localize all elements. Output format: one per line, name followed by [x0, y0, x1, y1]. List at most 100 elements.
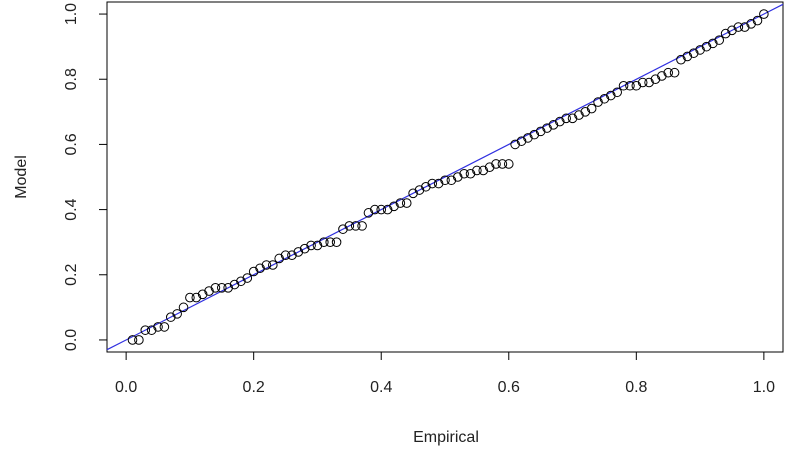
point	[325, 237, 336, 247]
point	[255, 263, 265, 274]
point	[363, 208, 374, 218]
point	[197, 289, 208, 300]
point	[516, 136, 527, 146]
point	[542, 123, 552, 133]
point	[395, 198, 406, 208]
point	[446, 175, 457, 186]
point	[146, 325, 157, 335]
point	[229, 279, 240, 290]
point	[548, 120, 559, 130]
point	[242, 273, 253, 283]
point	[459, 168, 469, 179]
point	[663, 67, 674, 78]
point	[529, 129, 540, 140]
point	[472, 165, 482, 176]
point	[440, 175, 450, 186]
point	[669, 67, 680, 78]
point	[637, 77, 648, 88]
point	[153, 322, 163, 332]
point	[695, 45, 705, 55]
point	[523, 133, 533, 143]
x-tick-label: 0.0	[115, 379, 137, 396]
point	[293, 247, 304, 257]
point	[127, 335, 138, 345]
point	[376, 204, 387, 215]
point	[433, 178, 444, 189]
y-tick-label: 0.4	[63, 198, 80, 220]
point	[618, 80, 629, 91]
point	[382, 204, 393, 215]
point	[567, 113, 578, 124]
point	[733, 22, 744, 32]
point	[350, 221, 361, 231]
point	[414, 185, 425, 195]
point	[554, 116, 565, 127]
point	[586, 103, 597, 114]
point	[497, 159, 508, 169]
point	[478, 165, 489, 176]
point	[650, 74, 661, 85]
point	[759, 9, 769, 19]
point	[574, 110, 584, 120]
point	[727, 25, 737, 36]
point	[357, 221, 367, 231]
point	[484, 162, 495, 173]
point	[299, 243, 310, 254]
point	[331, 237, 342, 247]
y-tick-label: 0.2	[63, 264, 80, 286]
point	[204, 286, 214, 296]
point	[593, 97, 603, 107]
y-tick-label: 0.8	[63, 68, 80, 90]
point	[370, 204, 380, 215]
point	[503, 159, 514, 169]
point	[676, 54, 686, 65]
reference-line	[106, 3, 784, 351]
point	[752, 15, 763, 26]
point	[657, 71, 667, 81]
point	[401, 198, 412, 208]
point	[701, 41, 712, 52]
point	[280, 250, 291, 261]
x-axis-label: Empirical	[413, 429, 479, 446]
y-tick-label: 0.6	[63, 133, 80, 155]
point	[510, 139, 520, 150]
point	[172, 309, 182, 319]
point	[682, 51, 693, 62]
point	[421, 181, 431, 192]
point	[268, 260, 278, 270]
y-tick-label: 0.0	[63, 329, 80, 351]
point	[140, 325, 151, 335]
point	[191, 292, 202, 303]
point	[491, 159, 501, 169]
x-tick-label: 0.4	[370, 379, 392, 396]
point	[644, 77, 654, 88]
point	[319, 237, 329, 247]
point	[427, 178, 438, 189]
point	[739, 22, 750, 32]
x-tick-label: 0.2	[243, 379, 265, 396]
point	[165, 312, 176, 322]
point	[344, 221, 355, 231]
point	[631, 80, 642, 91]
point	[599, 93, 610, 104]
point	[338, 224, 348, 234]
point	[134, 335, 144, 345]
point	[561, 113, 571, 124]
point	[720, 28, 731, 39]
point	[178, 302, 189, 313]
point	[408, 188, 418, 199]
point	[274, 253, 284, 264]
point	[580, 107, 591, 117]
point	[708, 38, 718, 49]
point	[688, 48, 699, 58]
point	[714, 35, 725, 45]
x-tick-label: 1.0	[753, 379, 775, 396]
y-axis-label: Model	[13, 155, 30, 199]
point	[389, 201, 399, 212]
point	[236, 276, 246, 287]
x-tick-label: 0.8	[625, 379, 647, 396]
x-tick-label: 0.6	[498, 379, 520, 396]
y-tick-label: 1.0	[63, 3, 80, 25]
point	[185, 292, 195, 303]
